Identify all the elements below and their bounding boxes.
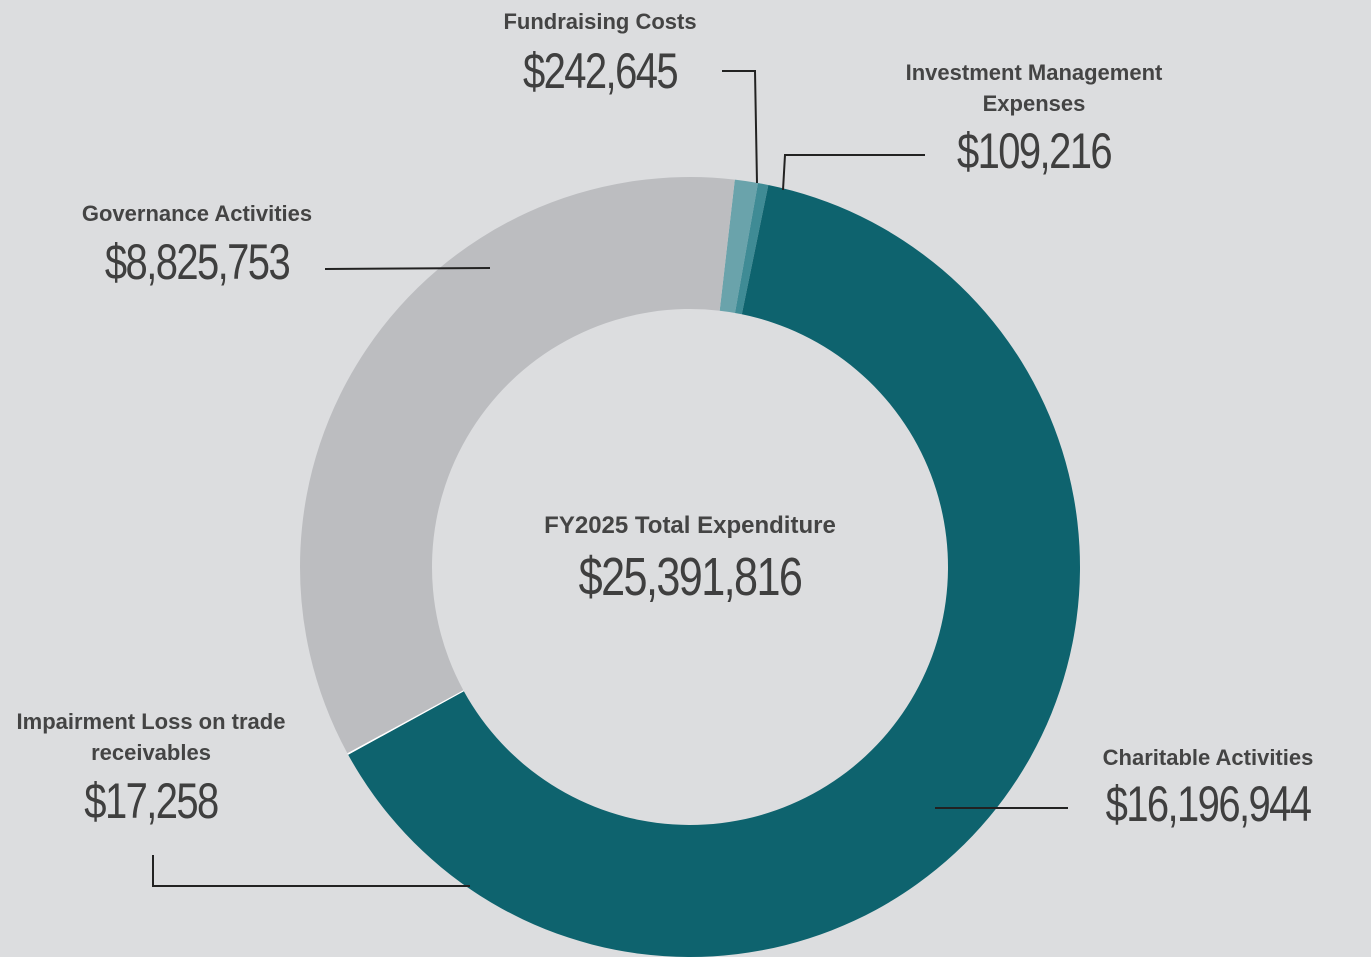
leader-line	[782, 154, 925, 191]
slice-label: Fundraising Costs	[503, 9, 697, 34]
slice	[347, 690, 464, 755]
leader-line	[324, 267, 491, 270]
leader-line	[722, 70, 758, 184]
slice-value-label: $17,258	[84, 773, 219, 829]
slice	[719, 179, 758, 313]
leader-line	[152, 855, 470, 887]
slice-value-label: $8,825,753	[104, 234, 291, 290]
slice	[734, 182, 769, 315]
slice-label: Investment Management Expenses	[905, 60, 1163, 116]
slice-label: Charitable Activities	[1102, 745, 1314, 770]
slice-label: Governance Activities	[81, 201, 313, 226]
slice-value-label: $16,196,944	[1105, 776, 1312, 832]
center-value: $25,391,816	[578, 547, 803, 607]
slice	[300, 176, 735, 754]
center-title: FY2025 Total Expenditure	[544, 512, 836, 539]
slice-value-label: $242,645	[522, 43, 679, 99]
slice-value-label: $109,216	[956, 123, 1113, 179]
slice	[348, 184, 1081, 957]
slice-label: Impairment Loss on trade receivables	[16, 709, 286, 765]
